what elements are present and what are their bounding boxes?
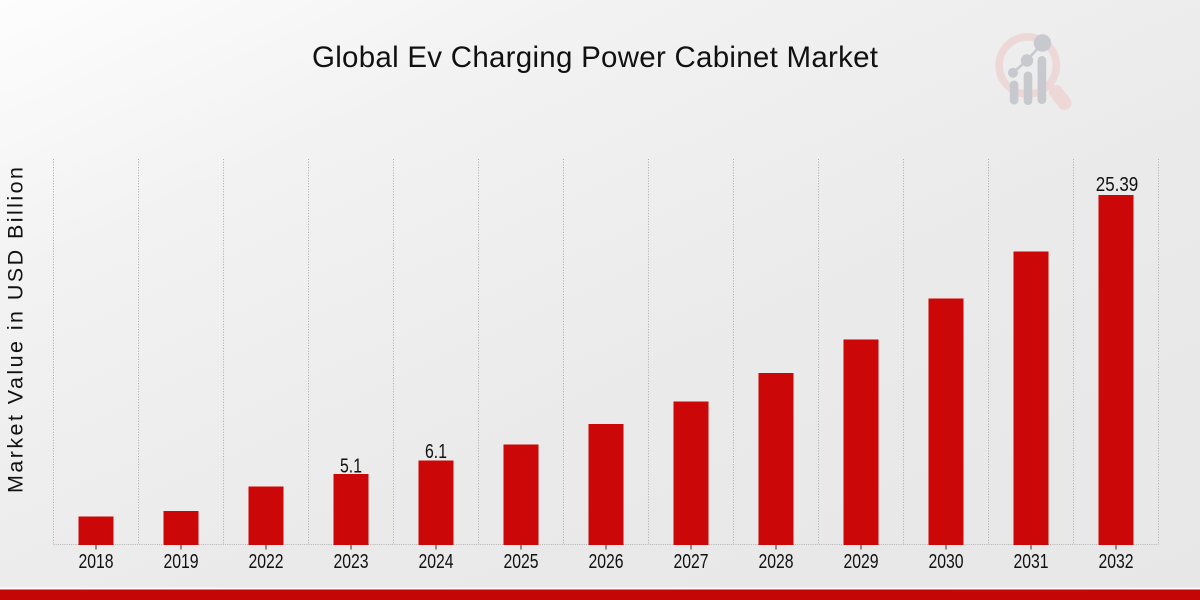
svg-text:5.1: 5.1: [340, 455, 362, 477]
svg-text:2024: 2024: [418, 550, 453, 572]
svg-text:2030: 2030: [928, 550, 963, 572]
svg-text:2028: 2028: [758, 550, 793, 572]
svg-text:Global Ev Charging Power Cabin: Global Ev Charging Power Cabinet Market: [312, 41, 878, 74]
svg-text:2031: 2031: [1013, 550, 1048, 572]
svg-text:2022: 2022: [248, 550, 283, 572]
svg-text:2029: 2029: [843, 550, 878, 572]
svg-text:Market Value in USD Billion: Market Value in USD Billion: [4, 167, 28, 493]
svg-text:2019: 2019: [163, 550, 198, 572]
svg-text:2023: 2023: [333, 550, 368, 572]
svg-text:25.39: 25.39: [1096, 173, 1139, 196]
svg-text:2032: 2032: [1098, 550, 1133, 572]
svg-text:2018: 2018: [78, 550, 113, 572]
svg-text:2025: 2025: [503, 550, 538, 572]
svg-text:2027: 2027: [673, 550, 708, 572]
svg-text:2026: 2026: [588, 550, 623, 572]
svg-text:6.1: 6.1: [425, 440, 447, 462]
